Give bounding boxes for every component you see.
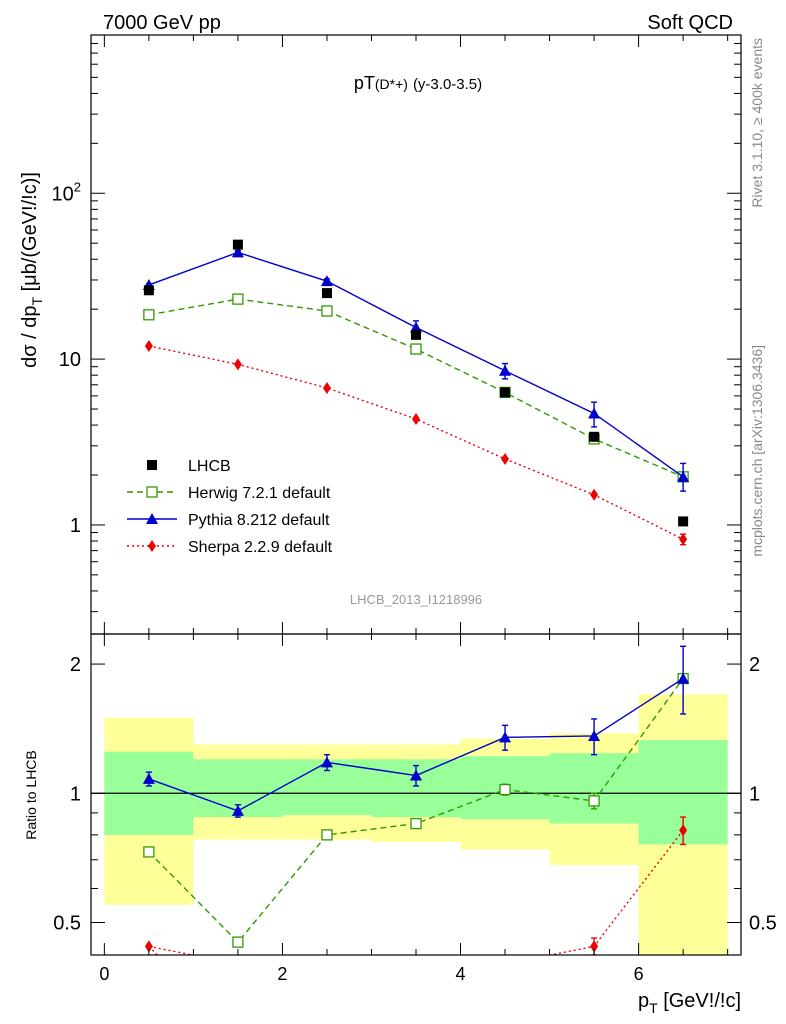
ratio-series-sherpa — [144, 816, 688, 970]
y-tick-label: 10 — [59, 349, 81, 371]
legend-marker — [148, 540, 156, 552]
legend-label: Sherpa 2.2.9 default — [188, 539, 333, 556]
legend-label: LHCB — [188, 458, 231, 475]
band-inner — [549, 753, 639, 824]
series-pythia — [142, 246, 690, 492]
ratio-point-pythia — [410, 769, 422, 781]
y-tick-label: 2 — [70, 654, 81, 676]
ratio-series-group — [142, 645, 690, 970]
data-point-pythia — [231, 246, 244, 258]
data-point-herwig — [143, 309, 155, 321]
data-point-lhcb — [321, 288, 332, 299]
legend-label: Pythia 8.212 default — [188, 512, 330, 529]
legend: LHCB Herwig 7.2.1 default Pythia 8.212 def… — [127, 458, 333, 556]
data-point-herwig — [232, 293, 244, 305]
ratio-point-herwig — [321, 829, 333, 841]
analysis-watermark: LHCB_2013_I1218996 — [350, 592, 482, 607]
data-point-lhcb — [589, 431, 600, 442]
ratio-point-sherpa — [679, 824, 688, 837]
ratio-point-pythia — [677, 672, 690, 684]
y-tick-label-right: 1 — [749, 783, 760, 805]
y-tick-label: 0.5 — [53, 912, 81, 934]
ratio-line-sherpa — [148, 945, 196, 955]
x-tick-label: 0 — [99, 964, 109, 984]
ratio-point-pythia — [231, 804, 244, 816]
uncertainty-bands — [104, 694, 728, 955]
main-title: pT(D*+) (y-3.0-3.5) — [354, 73, 482, 93]
rivet-label: Rivet 3.1.10, ≥ 400k events — [749, 38, 765, 208]
data-point-lhcb — [500, 387, 511, 398]
ratio-panel: 0 2 4 6 0.5 0.5 1 1 2 2 — [53, 633, 777, 984]
data-point-pythia — [499, 364, 512, 376]
title-particle: (D*+) — [375, 76, 408, 92]
x-tick-label: 2 — [277, 964, 287, 984]
title-suffix: (y-3.0-3.5) — [413, 76, 482, 93]
header-left: 7000 GeV pp — [103, 12, 221, 34]
legend-item: Herwig 7.2.1 default — [127, 485, 331, 502]
y-tick-label-right: 2 — [749, 654, 760, 676]
series-sherpa — [144, 339, 688, 546]
svg-text:dσ / dpT [μb/(GeV!/!c)]: dσ / dpT [μb/(GeV!/!c)] — [19, 172, 45, 368]
series-lhcb — [143, 239, 689, 527]
y-tick-label: 1 — [70, 515, 81, 537]
legend-marker — [146, 486, 158, 498]
ratio-point-sherpa — [501, 958, 509, 970]
data-point-herwig — [321, 305, 333, 317]
data-point-herwig — [410, 343, 422, 355]
ratio-point-herwig — [588, 795, 600, 807]
data-point-sherpa — [679, 533, 688, 546]
legend-marker — [147, 460, 157, 470]
data-point-sherpa — [412, 413, 420, 426]
data-point-sherpa — [590, 488, 599, 501]
ratio-line-sherpa — [492, 960, 505, 964]
data-point-sherpa — [233, 358, 242, 371]
ratio-ylabel: Ratio to LHCB — [23, 750, 39, 839]
x-tick-label: 4 — [456, 964, 466, 984]
ratio-point-herwig — [232, 936, 244, 948]
series-line-pythia — [148, 251, 684, 478]
y-tick-label-right: 0.5 — [749, 912, 777, 934]
ratio-point-pythia — [499, 731, 512, 743]
data-point-sherpa — [322, 381, 331, 394]
ratio-xlabel: pT [GeV!/!c] — [638, 990, 741, 1016]
ratio-point-herwig — [143, 846, 155, 858]
ratio-point-herwig — [410, 817, 422, 830]
ratio-point-sherpa — [144, 940, 153, 953]
ratio-point-pythia — [320, 756, 333, 768]
legend-label: Herwig 7.2.1 default — [188, 485, 331, 502]
mcplots-label: mcplots.cern.ch [arXiv:1306.3436] — [749, 345, 765, 557]
data-point-sherpa — [501, 452, 510, 465]
data-point-pythia — [410, 321, 422, 333]
ratio-point-pythia — [142, 772, 155, 784]
legend-marker — [146, 513, 158, 524]
data-point-sherpa — [144, 339, 153, 352]
data-point-lhcb — [143, 285, 154, 296]
ratio-point-pythia — [588, 729, 601, 741]
legend-item: Sherpa 2.2.9 default — [127, 539, 333, 556]
data-point-pythia — [320, 275, 333, 287]
ratio-point-herwig — [499, 783, 511, 796]
main-ylabel: dσ / dpT [μb/(GeV!/!c)] — [19, 172, 45, 368]
x-tick-label: 6 — [634, 964, 644, 984]
ratio-point-sherpa — [590, 940, 599, 953]
title-prefix: pT — [354, 73, 375, 93]
legend-item: LHCB — [147, 458, 231, 475]
main-panel: 1 10 102 — [52, 34, 742, 635]
legend-item: Pythia 8.212 default — [127, 512, 330, 529]
data-point-pythia — [588, 407, 601, 419]
data-point-pythia — [677, 470, 690, 482]
series-line-sherpa — [148, 345, 684, 540]
y-tick-label: 1 — [70, 783, 81, 805]
data-point-lhcb — [232, 239, 243, 250]
y-tick-label: 102 — [52, 179, 81, 205]
data-point-lhcb — [411, 329, 421, 340]
ratio-series-pythia — [142, 645, 690, 818]
header-right: Soft QCD — [647, 12, 733, 34]
data-point-lhcb — [678, 516, 689, 527]
ratio-point-sherpa — [234, 958, 242, 970]
